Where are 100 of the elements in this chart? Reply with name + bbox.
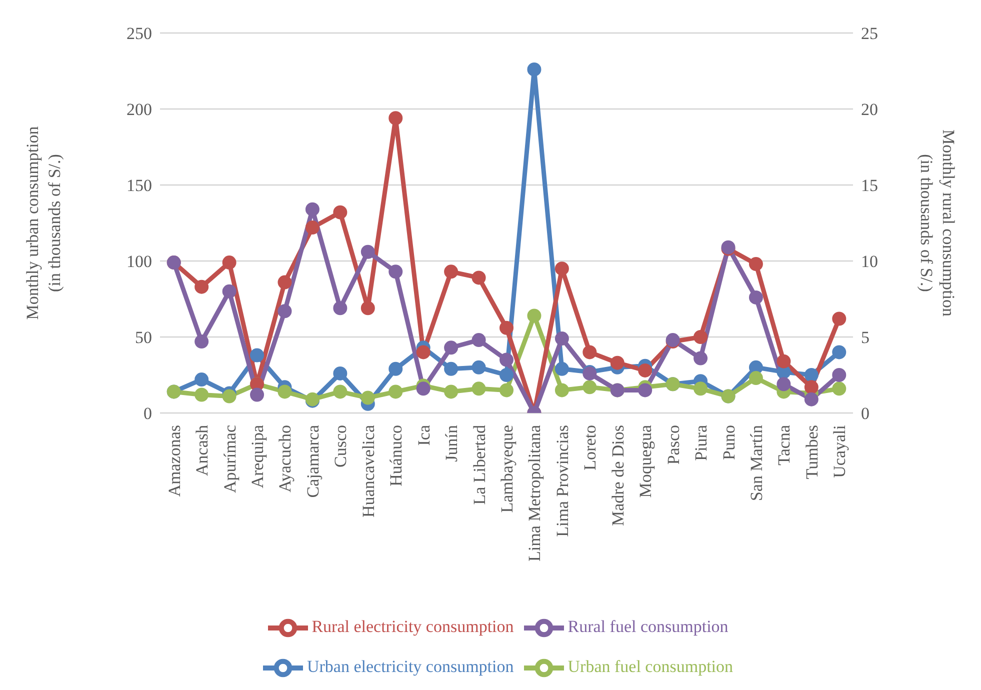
x-tick-label: Huánuco bbox=[386, 425, 406, 486]
point bbox=[222, 256, 236, 270]
point bbox=[638, 383, 652, 398]
point bbox=[832, 382, 846, 396]
point bbox=[582, 380, 597, 394]
x-tick-label: Apurímac bbox=[220, 424, 240, 493]
point bbox=[472, 270, 486, 285]
x-tick-label: Moquegua bbox=[636, 424, 656, 498]
point bbox=[527, 62, 542, 76]
x-tick-label: Ancash bbox=[192, 424, 212, 476]
point bbox=[500, 383, 514, 398]
y2-tick-label: 10 bbox=[861, 252, 878, 272]
point bbox=[776, 354, 791, 368]
point bbox=[500, 352, 514, 367]
point bbox=[278, 384, 292, 399]
x-tick-label: Ucayali bbox=[830, 424, 850, 478]
point bbox=[388, 384, 403, 399]
point bbox=[554, 362, 569, 376]
x-tick-label: Cajamarca bbox=[303, 424, 322, 498]
point bbox=[694, 351, 708, 366]
x-tick-label: Tacna bbox=[774, 424, 794, 466]
y2-tick-label: 0 bbox=[861, 404, 870, 424]
point bbox=[804, 392, 818, 406]
point bbox=[748, 290, 763, 304]
point bbox=[194, 280, 209, 294]
x-tick-label: Arequipa bbox=[248, 424, 268, 488]
point bbox=[472, 333, 486, 348]
x-tick-label: Lima Provincias bbox=[552, 425, 572, 537]
point bbox=[832, 368, 846, 382]
y-axis-title: Monthly urban consumption (in thousands of S/.) bbox=[23, 126, 64, 320]
point bbox=[748, 371, 763, 386]
x-tick-label: Puno bbox=[719, 425, 738, 460]
x-tick-label: San Martín bbox=[746, 424, 766, 502]
point bbox=[333, 384, 348, 399]
point bbox=[222, 284, 236, 298]
point bbox=[638, 363, 652, 378]
y-tick-label: 200 bbox=[126, 100, 152, 120]
y-tick-label: 0 bbox=[144, 404, 152, 424]
y2-tick-label: 25 bbox=[861, 24, 878, 44]
y2-tick-label: 15 bbox=[861, 176, 878, 196]
x-tick-label: Amazonas bbox=[164, 425, 184, 497]
y2-tick-label: 5 bbox=[861, 328, 870, 348]
legend-label: Rural electricity consumption bbox=[312, 616, 514, 636]
y2-axis-title: Monthly rural consumption (in thousands of S/.) bbox=[917, 130, 958, 317]
y2-tick-label: 20 bbox=[861, 100, 878, 120]
x-tick-label: Lambayeque bbox=[498, 425, 516, 513]
point bbox=[748, 257, 763, 272]
point bbox=[388, 362, 403, 376]
point bbox=[194, 372, 209, 387]
point bbox=[500, 368, 514, 382]
x-tick-label: Loreto bbox=[580, 425, 600, 470]
point bbox=[554, 383, 569, 398]
point bbox=[444, 340, 458, 355]
point bbox=[472, 382, 486, 396]
point bbox=[388, 264, 403, 279]
point bbox=[305, 202, 320, 216]
y-tick-label: 150 bbox=[126, 176, 152, 196]
x-tick-label: Ayacucho bbox=[276, 425, 295, 492]
point bbox=[194, 334, 209, 349]
point bbox=[804, 368, 818, 382]
point bbox=[278, 275, 292, 290]
point bbox=[360, 390, 375, 405]
point bbox=[250, 348, 264, 362]
point bbox=[554, 262, 569, 276]
point bbox=[582, 345, 597, 360]
x-tick-label: Pasco bbox=[664, 425, 683, 465]
point bbox=[416, 345, 430, 360]
x-tick-label: La Libertad bbox=[470, 424, 489, 505]
y-tick-label: 100 bbox=[126, 252, 152, 272]
point bbox=[333, 205, 348, 220]
point bbox=[305, 220, 320, 235]
point bbox=[804, 380, 818, 394]
point bbox=[776, 377, 791, 392]
x-tick-label: Madre de Dios bbox=[608, 425, 628, 526]
x-tick-label: Cusco bbox=[331, 425, 350, 468]
point bbox=[222, 389, 236, 404]
point bbox=[388, 111, 403, 126]
x-tick-label: Junín bbox=[442, 424, 462, 462]
point bbox=[610, 356, 624, 370]
x-tick-label: Huancavelica bbox=[358, 424, 378, 518]
legend-label: Rural fuel consumption bbox=[568, 616, 728, 636]
point bbox=[444, 362, 458, 376]
point bbox=[360, 244, 375, 259]
point bbox=[832, 345, 846, 360]
y-tick-label: 50 bbox=[135, 328, 152, 348]
y-tick-label: 250 bbox=[126, 24, 152, 44]
legend-label: Urban electricity consumption bbox=[306, 656, 514, 676]
x-tick-label: Tumbes bbox=[802, 425, 822, 480]
point bbox=[194, 388, 209, 402]
point bbox=[500, 320, 514, 335]
point bbox=[694, 382, 708, 396]
point bbox=[333, 301, 348, 316]
point bbox=[527, 308, 542, 323]
x-tick-label: Lima Metropolitana bbox=[525, 424, 544, 562]
point bbox=[250, 388, 264, 402]
point bbox=[333, 366, 348, 380]
point bbox=[694, 330, 708, 344]
point bbox=[444, 264, 458, 279]
point bbox=[832, 312, 846, 326]
x-tick-label: Ica bbox=[414, 424, 434, 446]
